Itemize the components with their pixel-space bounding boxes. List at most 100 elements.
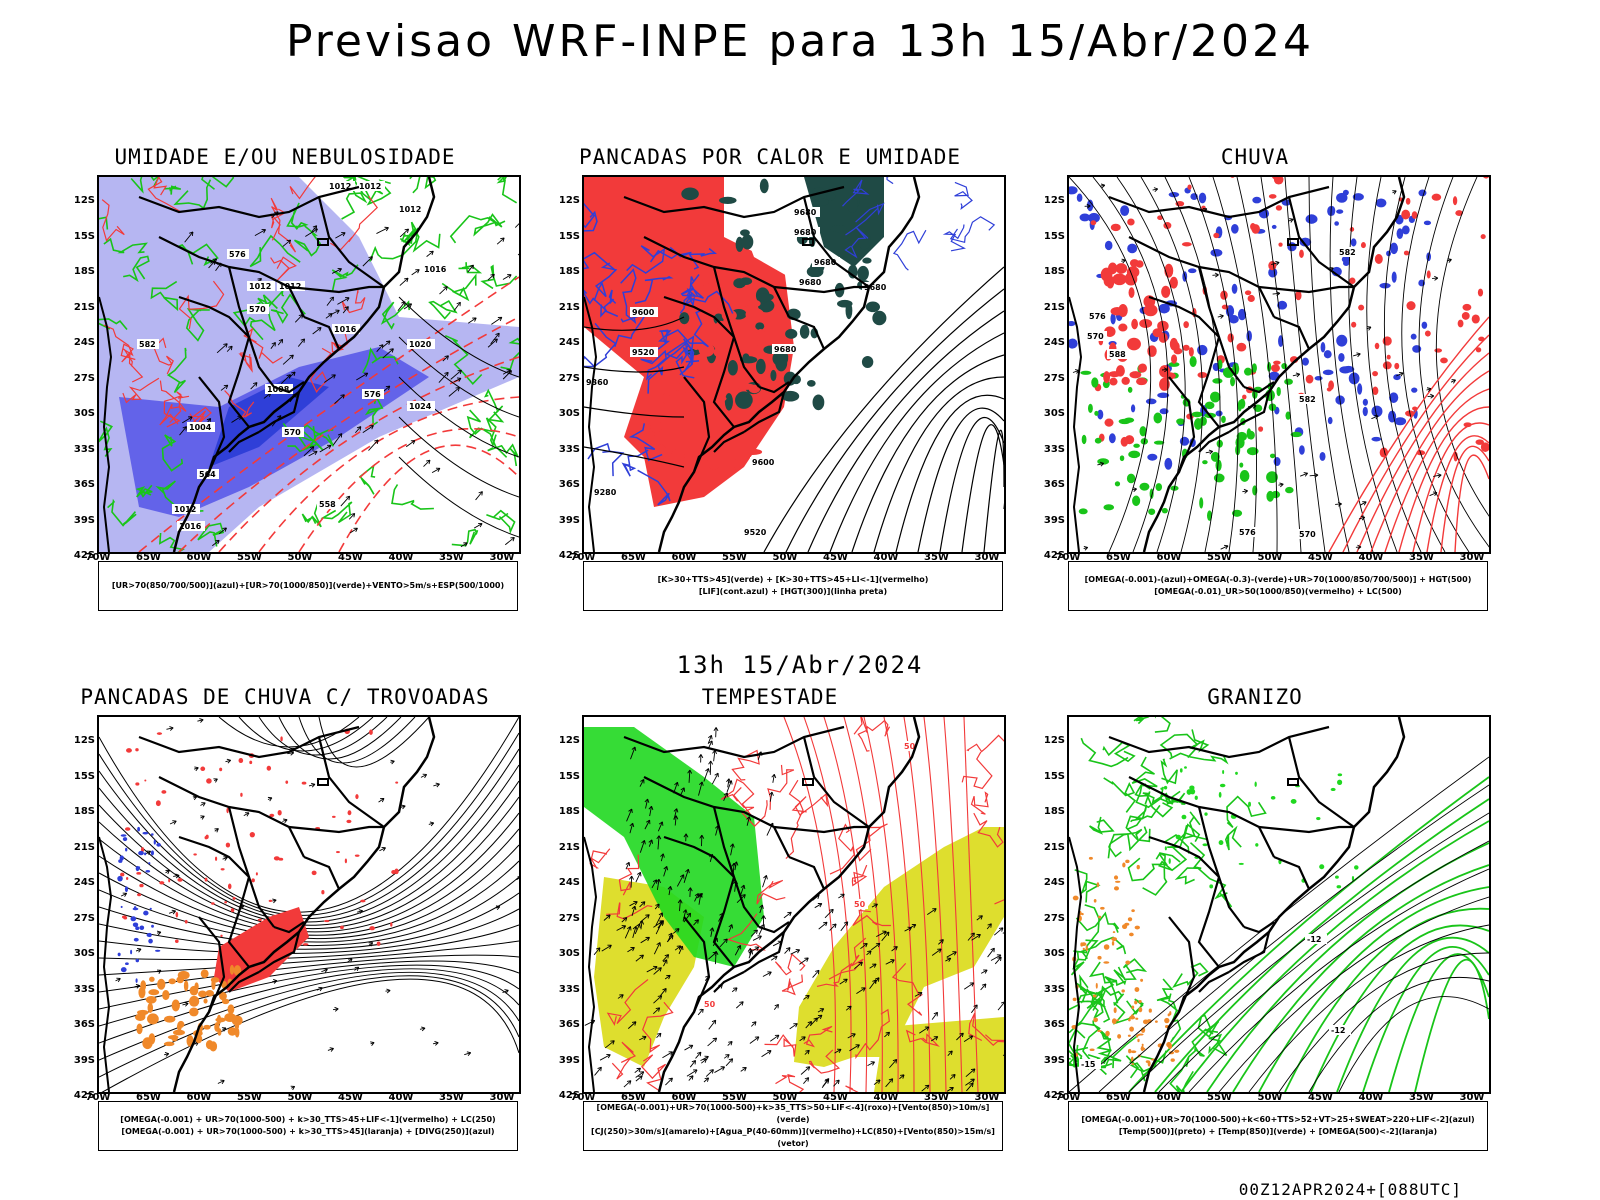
contour-label: 1016 (422, 264, 450, 274)
lon-tick-label: 50W (287, 1092, 313, 1103)
svg-text:1012: 1012 (249, 282, 271, 291)
lat-tick-label: 39S (73, 1054, 95, 1066)
lat-tick-label: 33S (73, 983, 95, 995)
lat-tick-label: 18S (73, 266, 95, 277)
lat-tick-label: 36S (1043, 479, 1065, 490)
lat-tick-label: 21S (73, 841, 95, 853)
lat-tick-label: 33S (73, 443, 95, 455)
lat-tick-label: 18S (1043, 806, 1065, 817)
svg-text:1016: 1016 (179, 522, 202, 531)
lon-tick-label: 35W (1409, 552, 1434, 563)
contour-label: 570 (1085, 331, 1107, 341)
lat-tick-label: 12S (558, 735, 580, 746)
svg-text:9680: 9680 (799, 278, 822, 287)
lat-tick-label: 15S (73, 230, 95, 242)
lat-tick-label: 42S (558, 550, 580, 561)
lat-tick-label: 27S (558, 912, 580, 924)
lon-tick-label: 35W (439, 552, 464, 563)
run-footer: 00Z12APR2024+[088UTC] (1238, 1180, 1462, 1199)
lon-tick-label: 35W (924, 1092, 949, 1103)
lon-tick-label: 70W (85, 552, 111, 563)
map-area (97, 715, 521, 1094)
contour-label: 9600 (630, 307, 658, 317)
lon-tick-label: 50W (772, 1092, 798, 1103)
svg-text:570: 570 (249, 305, 266, 314)
contour-label: 1012 (397, 204, 425, 214)
map-area: 50 50 50 (582, 715, 1006, 1094)
svg-text:1024: 1024 (409, 402, 432, 411)
svg-text:576: 576 (229, 250, 246, 259)
lon-tick-label: 55W (237, 552, 262, 563)
svg-text:9520: 9520 (632, 348, 655, 357)
lon-tick-label: 55W (237, 1092, 262, 1103)
lon-tick-label: 55W (722, 552, 747, 563)
legend-line: [OMEGA(-0.001)-(azul)+OMEGA(-0.3)-(verde… (1084, 575, 1472, 584)
middle-timestamp: 13h 15/Abr/2024 (676, 651, 924, 679)
svg-text:576: 576 (1089, 312, 1106, 321)
lat-tick-label: 42S (73, 550, 95, 561)
lat-tick-label: 24S (1043, 877, 1065, 888)
lon-tick-label: 60W (671, 552, 697, 563)
lon-tick-label: 30W (974, 552, 1000, 563)
lat-tick-label: 21S (558, 841, 580, 853)
svg-text:9680: 9680 (864, 283, 887, 292)
panel-title: CHUVA (1220, 145, 1290, 169)
contour-label: 9280 (592, 487, 620, 497)
lon-tick-label: 40W (1358, 552, 1384, 563)
svg-text:-15: -15 (1081, 1060, 1096, 1069)
contour-label: 9680 (862, 282, 890, 292)
legend-line: [CJ(250)>30m/s](amarelo)+[Agua_P(40-60mm… (591, 1127, 995, 1148)
lon-tick-label: 60W (1156, 1092, 1182, 1103)
page-title: Previsao WRF-INPE para 13h 15/Abr/2024 (285, 16, 1314, 67)
lat-tick-label: 30S (1043, 408, 1065, 419)
lat-tick-label: 36S (1043, 1019, 1065, 1030)
contour-label: 9680 (792, 227, 820, 237)
contour-label: 9520 (630, 347, 658, 357)
lat-tick-label: 39S (558, 514, 580, 526)
lat-tick-label: 36S (73, 1019, 95, 1030)
contour-label: 9680 (812, 257, 840, 267)
contour-label: 588 (1107, 349, 1129, 359)
lon-tick-label: 70W (85, 1092, 111, 1103)
lon-tick-label: 35W (1409, 1092, 1434, 1103)
lat-tick-label: 27S (73, 912, 95, 924)
svg-text:576: 576 (364, 390, 381, 399)
lon-tick-label: 50W (1257, 1092, 1283, 1103)
lon-tick-label: 45W (1308, 552, 1333, 563)
contour-label: 1012 (172, 504, 200, 514)
lat-tick-label: 30S (73, 948, 95, 959)
contour-label: 1004 (187, 422, 215, 432)
svg-text:9600: 9600 (752, 458, 775, 467)
svg-text:582: 582 (1299, 395, 1316, 404)
lat-tick-label: 30S (558, 948, 580, 959)
lat-tick-label: 27S (558, 372, 580, 384)
lat-tick-label: 27S (1043, 372, 1065, 384)
contour-label: 9600 (750, 457, 778, 467)
map-panel-chuva: CHUVA 582 576 570 588 582 576 570 12S 15S 18S 21S 24… (1015, 145, 1495, 645)
map-area: 1012 1012 1012 1016 1012 1012 1016 1020 1024 1008… (97, 175, 521, 554)
contour-label: 1016 (177, 521, 205, 531)
legend-line: [OMEGA(-0.001) + UR>70(1000-500) + k>30_… (121, 1127, 495, 1136)
legend-line: [K>30+TTS>45](verde) + [K>30+TTS>45+LI<-… (657, 575, 929, 584)
contour-label: 558 (317, 499, 339, 509)
lat-tick-label: 39S (1043, 1054, 1065, 1066)
lat-tick-label: 15S (1043, 770, 1065, 782)
panel-title: PANCADAS POR CALOR E UMIDADE (578, 145, 961, 169)
lon-tick-label: 65W (621, 552, 646, 563)
svg-text:1016: 1016 (334, 325, 357, 334)
contour-label: -12 (1305, 934, 1327, 944)
lat-tick-label: 18S (558, 806, 580, 817)
svg-text:582: 582 (1339, 248, 1356, 257)
lat-tick-label: 36S (558, 479, 580, 490)
map-graphic (99, 717, 519, 1092)
lat-tick-label: 42S (558, 1090, 580, 1101)
contour-label: 50 (852, 899, 868, 909)
lon-tick-label: 45W (823, 552, 848, 563)
lat-tick-label: 12S (73, 735, 95, 746)
map-panel-pancadas: PANCADAS POR CALOR E UMIDADE 9680 9680 9680… (530, 145, 1010, 645)
lat-tick-label: 27S (1043, 912, 1065, 924)
lat-tick-label: 33S (558, 983, 580, 995)
map-area: -12 -15 -12 (1067, 715, 1491, 1094)
contour-label: 50 (702, 999, 718, 1009)
lat-tick-label: 33S (1043, 443, 1065, 455)
